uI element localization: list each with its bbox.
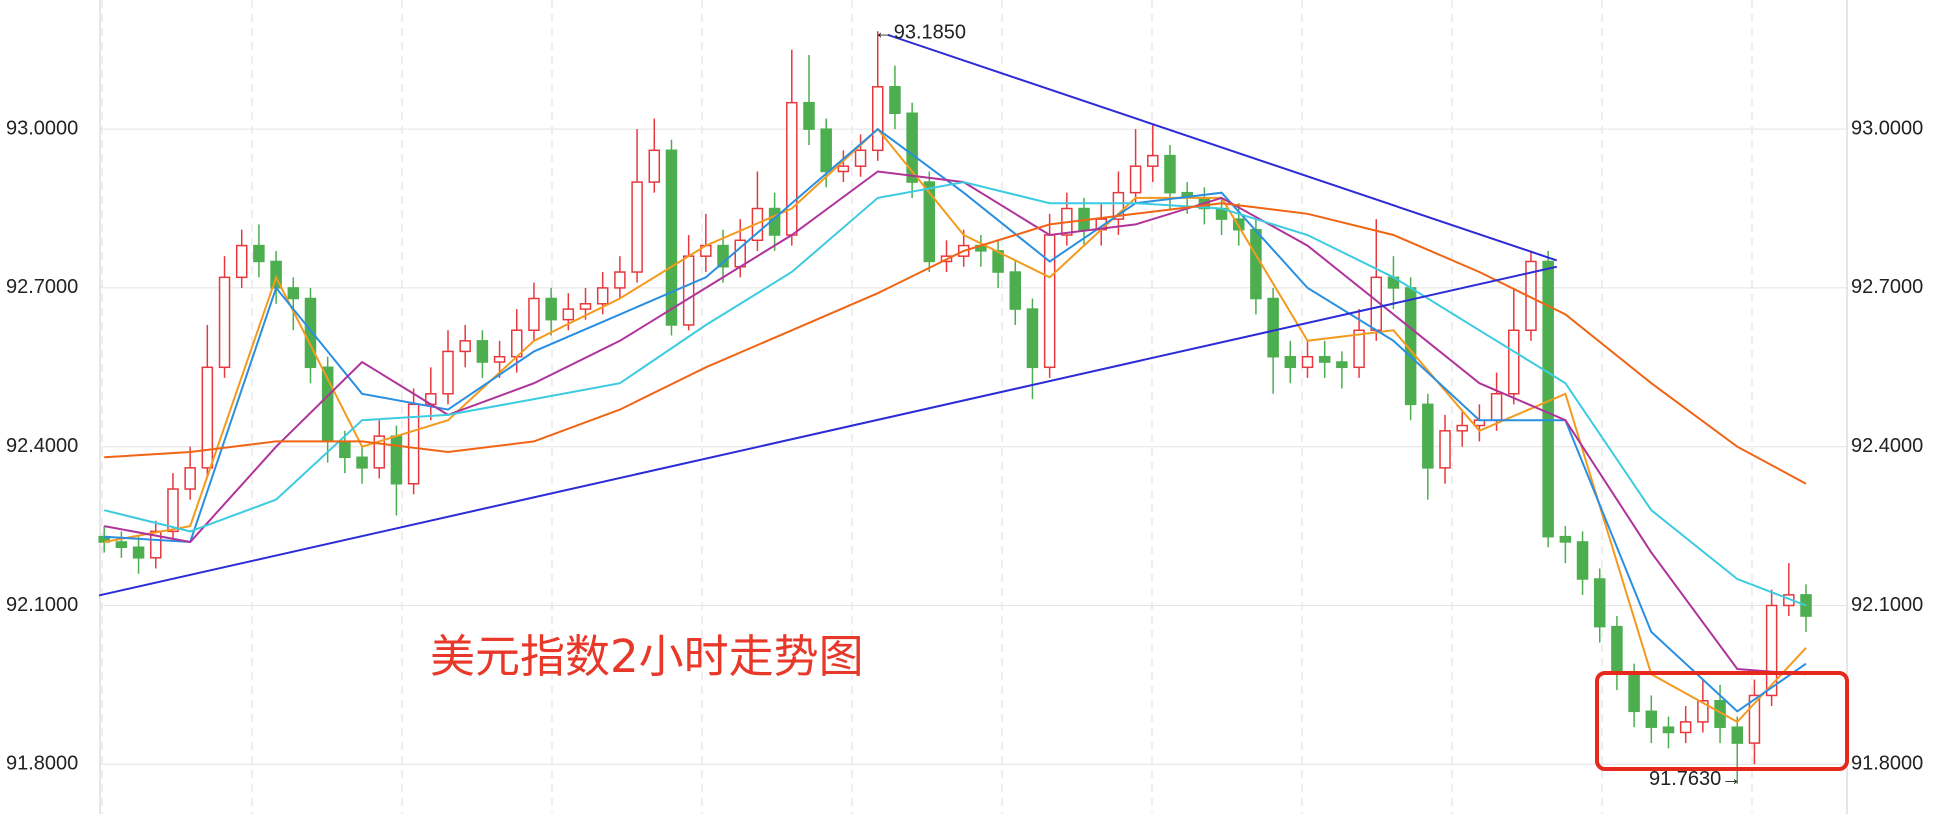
candle-body [562, 308, 575, 321]
plot: ←93.1850 91.7630→ [98, 22, 1812, 790]
candle-body [889, 86, 901, 115]
candle-body [339, 440, 351, 459]
highlight-box [1595, 671, 1849, 771]
y-tick-label-right: 92.7000 [1851, 276, 1923, 298]
candle-body [1593, 578, 1606, 628]
candle-body [1645, 710, 1658, 728]
candle-body [614, 271, 626, 289]
candle-body [803, 101, 815, 130]
candle-body [407, 403, 420, 485]
candle-body [786, 101, 798, 236]
moving-average-line [104, 202, 1807, 485]
candle-body [1456, 424, 1468, 432]
candle-body [820, 128, 832, 173]
y-tick-label: 93.0000 [6, 117, 78, 139]
candle-body [1714, 699, 1726, 728]
candle-body [872, 86, 884, 152]
candle-body [1559, 535, 1572, 543]
candle-body [596, 287, 609, 305]
candle-body [167, 488, 179, 533]
candle-body [1009, 271, 1022, 310]
candle-body [287, 287, 300, 300]
candle-body [923, 181, 936, 263]
candle-body [150, 530, 162, 559]
candle-body [1576, 541, 1589, 580]
candle-body [1129, 165, 1142, 194]
candle-body [356, 456, 368, 469]
y-tick-label: 92.4000 [6, 435, 78, 457]
y-tick-label: 92.7000 [6, 276, 78, 298]
candle-body [1748, 694, 1761, 744]
candle-body [1284, 355, 1297, 369]
candle-body [1439, 430, 1451, 469]
candle-body [1679, 721, 1692, 734]
candle-body [1026, 308, 1039, 369]
candle-body [304, 297, 317, 369]
candle-body [837, 165, 850, 173]
candle-body [1336, 361, 1348, 369]
candle-body [201, 366, 214, 469]
y-tick-label-right: 92.1000 [1851, 594, 1923, 616]
candle-body [1318, 355, 1331, 363]
y-tick-label-right: 92.4000 [1851, 435, 1923, 457]
candle-body [1731, 726, 1743, 744]
grid: 91.8000 91.8000 92.1000 92.1000 92.4000 92.40… [6, 0, 1923, 814]
y-tick-label-right: 93.0000 [1851, 117, 1923, 139]
candle-body [373, 435, 385, 469]
candle-body [528, 297, 540, 332]
y-tick-label-right: 91.8000 [1851, 753, 1923, 775]
candle-body [218, 276, 231, 369]
candle-body [1301, 355, 1314, 369]
candle-body [442, 350, 454, 395]
y-tick-label: 91.8000 [6, 753, 78, 775]
candle-body [631, 181, 643, 273]
candle-body [1422, 403, 1434, 469]
candle-body [906, 112, 918, 183]
candle-body [545, 297, 557, 321]
candle-body [854, 149, 867, 167]
candle-body [1697, 699, 1709, 723]
high-annotation: ←93.1850 [874, 22, 966, 44]
candle-body [1628, 673, 1640, 713]
candle-body [1353, 329, 1365, 369]
candle-body [1508, 329, 1520, 395]
candle-body [1147, 154, 1159, 167]
candle-body [1662, 726, 1675, 734]
candle-body [235, 244, 248, 279]
candle-body [493, 355, 506, 363]
candle-body [476, 340, 489, 363]
trend-line [98, 265, 1557, 597]
moving-average-line [104, 127, 1807, 724]
candle-body [459, 340, 471, 353]
candle-body [1611, 625, 1623, 676]
chart-title: 美元指数2小时走势图 [430, 630, 864, 683]
candle-body [717, 244, 729, 268]
candle-body [253, 244, 265, 263]
candle-body [1164, 154, 1176, 194]
candle-body [115, 541, 128, 549]
candle-body [1112, 191, 1125, 220]
candle-body [682, 255, 695, 326]
candle-body [648, 149, 661, 183]
candle-body [1490, 393, 1503, 421]
candle-body [390, 435, 403, 485]
candle-body [1250, 228, 1262, 300]
low-annotation: 91.7630→ [1649, 768, 1741, 790]
candle-body [665, 149, 678, 326]
candle-body [132, 546, 145, 559]
y-tick-label: 92.1000 [6, 594, 78, 616]
candle-body [1043, 234, 1056, 369]
candle-body [1232, 218, 1245, 231]
moving-average-line [104, 127, 1807, 713]
trend-line [887, 33, 1558, 262]
candle-body [1267, 297, 1279, 358]
candle-body [579, 303, 592, 310]
moving-average-line [103, 181, 1807, 607]
candle-body [184, 467, 196, 490]
candle-body [1765, 604, 1778, 697]
